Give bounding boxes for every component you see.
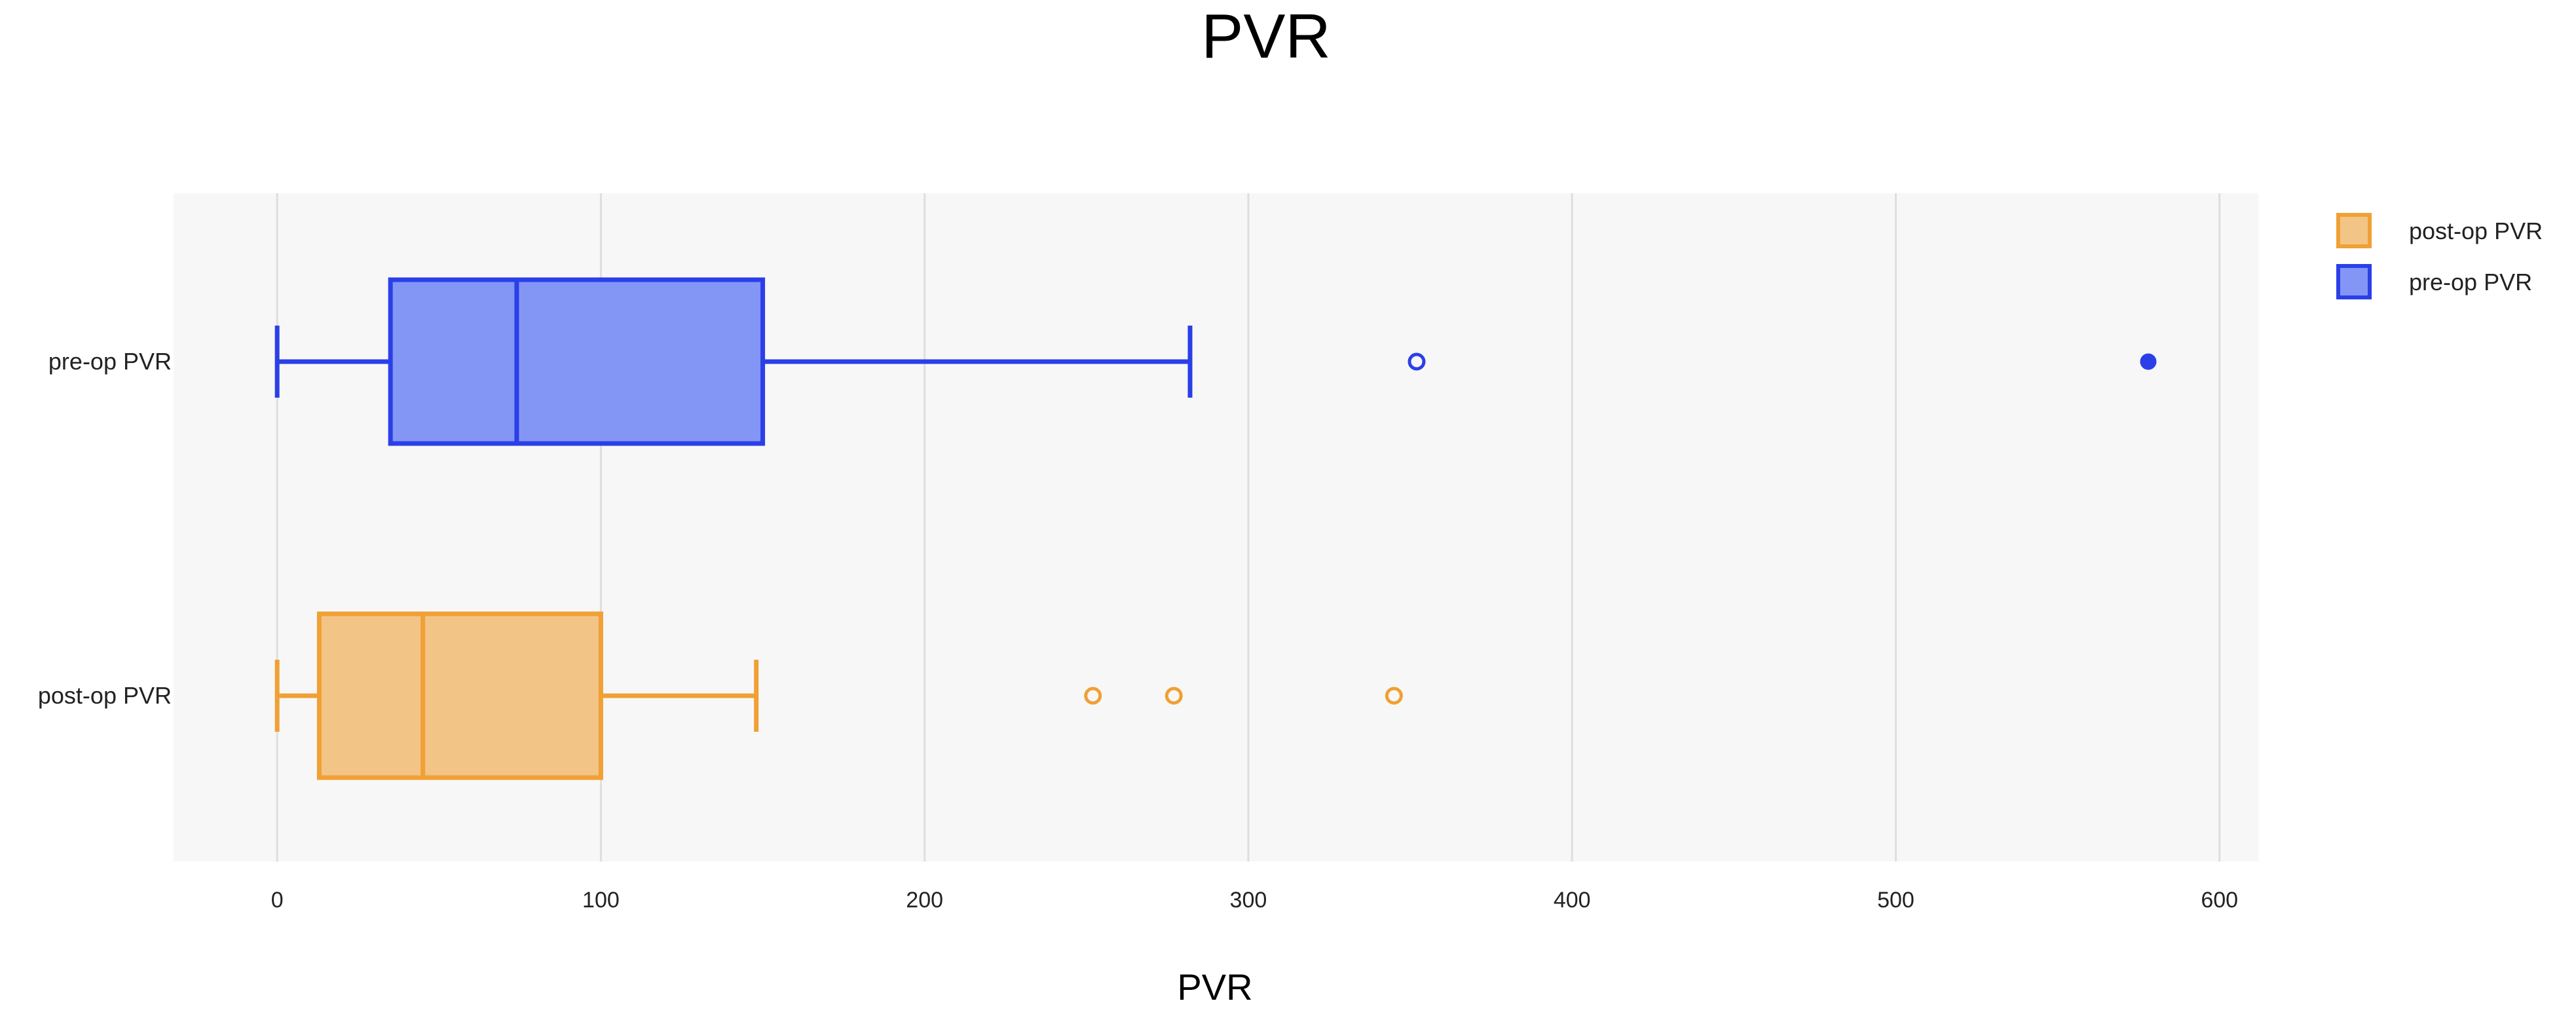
x-tick-label: 300 [1230, 888, 1267, 913]
legend-item[interactable]: pre-op PVR [2336, 264, 2532, 299]
legend-label: pre-op PVR [2409, 269, 2532, 295]
x-axis-label: PVR [1177, 966, 1252, 1008]
iqr-box [316, 611, 603, 780]
x-tick-label: 600 [2201, 888, 2238, 913]
box-series [274, 277, 2157, 780]
legend-label: post-op PVR [2409, 218, 2543, 244]
legend-item[interactable]: post-op PVR [2336, 213, 2543, 248]
extreme-point [2140, 353, 2157, 370]
legend-swatch [2336, 213, 2372, 248]
chart-title: PVR [1201, 1, 1330, 71]
outlier-point [1408, 352, 1426, 371]
x-tick-label: 100 [582, 888, 620, 913]
box-series-pre-op-pvr [274, 277, 2157, 446]
x-tick-label: 400 [1554, 888, 1591, 913]
y-category-label: pre-op PVR [48, 348, 172, 375]
x-tick-label: 200 [906, 888, 943, 913]
y-category-label: post-op PVR [38, 682, 172, 709]
legend[interactable]: post-op PVR pre-op PVR [2336, 213, 2543, 299]
box-series-post-op-pvr [274, 611, 1403, 780]
outlier-point [1084, 687, 1102, 705]
y-axis-categories: pre-op PVR post-op PVR [38, 348, 172, 709]
outlier-point [1165, 687, 1183, 705]
x-tick-label: 0 [271, 888, 284, 913]
x-tick-label: 500 [1877, 888, 1914, 913]
x-axis-ticks: 0 100 200 300 400 500 600 [271, 888, 2238, 913]
outlier-point [1385, 687, 1403, 705]
legend-swatch [2336, 264, 2372, 299]
iqr-box [388, 277, 766, 446]
